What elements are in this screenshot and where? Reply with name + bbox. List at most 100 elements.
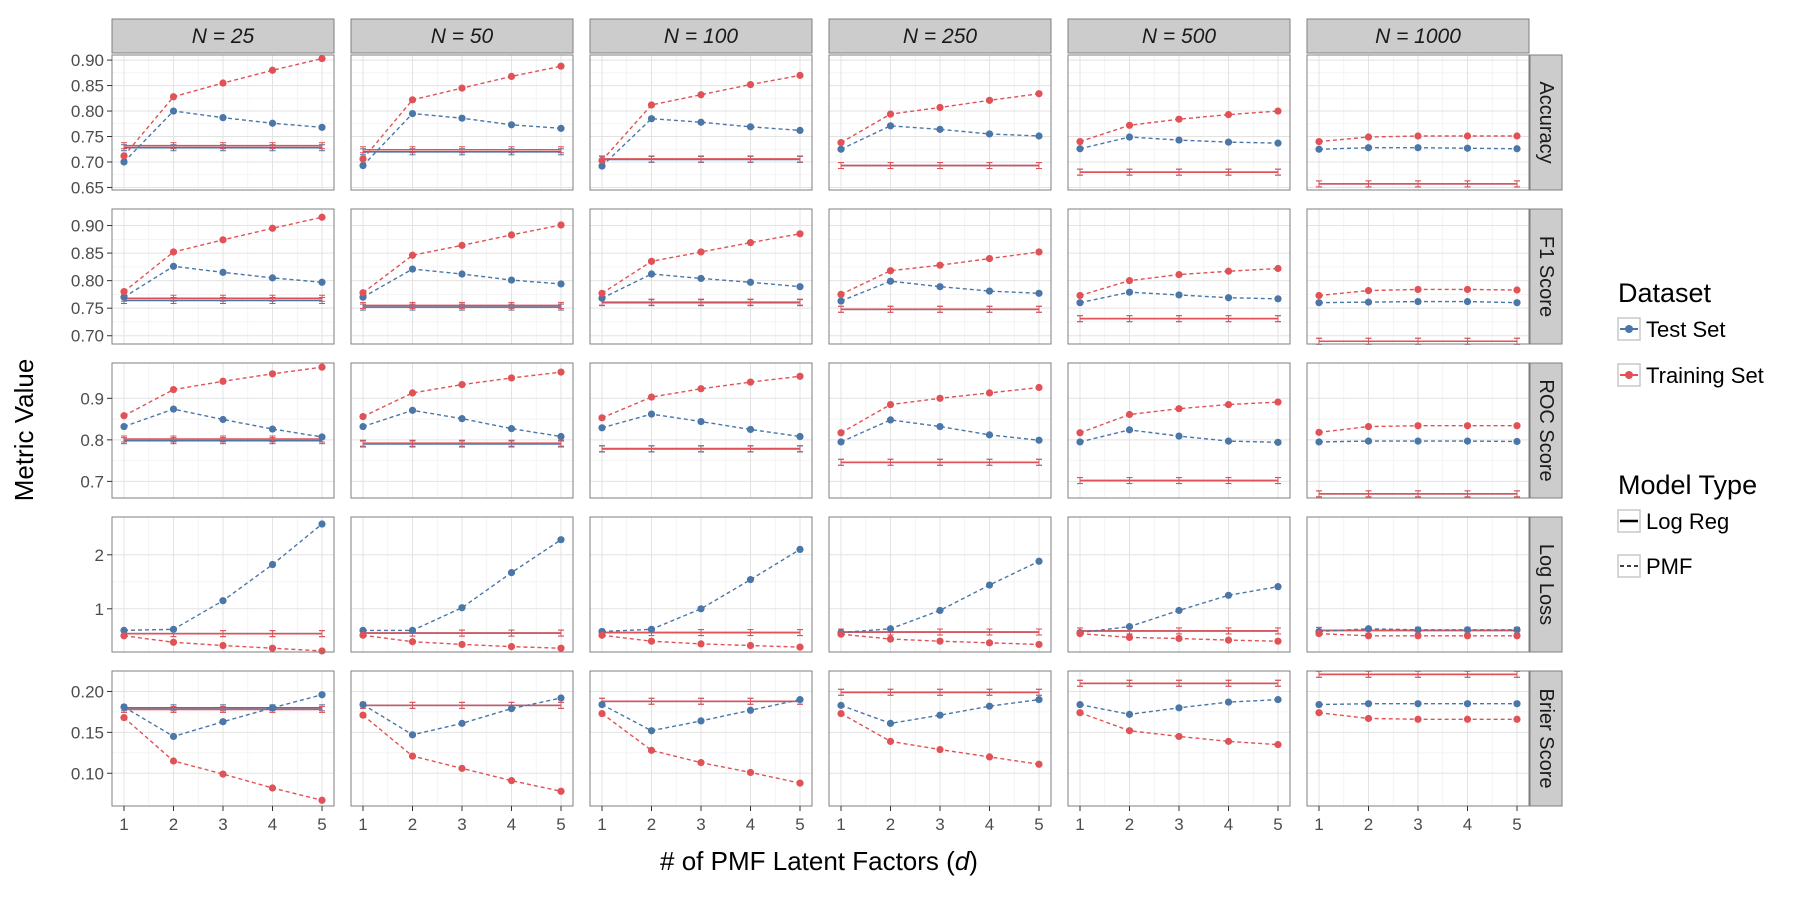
pmf-train-point xyxy=(598,156,606,165)
pmf-test-point xyxy=(557,280,565,288)
x-tick-label: 2 xyxy=(408,815,417,834)
x-tick-label: 5 xyxy=(556,815,565,834)
x-tick-label: 1 xyxy=(597,815,606,834)
pmf-test-point xyxy=(1513,626,1521,634)
pmf-train-point xyxy=(985,254,994,263)
pmf-train-point xyxy=(1274,264,1282,273)
pmf-train-point xyxy=(120,152,128,160)
x-tick-label: 3 xyxy=(1174,815,1183,834)
pmf-train-point xyxy=(1125,410,1134,419)
pmf-train-point xyxy=(697,640,705,648)
pmf-train-point xyxy=(359,412,367,421)
facet-strip-top-label: N = 1000 xyxy=(1375,25,1461,48)
pmf-train-point xyxy=(1035,640,1043,649)
panel-border xyxy=(1067,54,1291,191)
pmf-train-point xyxy=(1224,111,1233,119)
pmf-test-point xyxy=(1175,606,1183,615)
x-tick-label: 3 xyxy=(1413,815,1422,834)
panels-layer xyxy=(111,54,1530,807)
panel xyxy=(1306,362,1530,499)
facet-strips-layer: N = 25 N = 50 N = 100 N = 250 N = 500 N = 100… xyxy=(111,18,1563,807)
x-tick-label: 2 xyxy=(886,815,895,834)
pmf-test-point xyxy=(120,158,128,166)
pmf-test-point xyxy=(746,706,755,714)
pmf-test-point xyxy=(359,161,367,170)
panel-border xyxy=(1306,54,1530,191)
pmf-train-point xyxy=(796,779,804,787)
facet-strip-right xyxy=(1529,208,1563,345)
legend-key-pmf xyxy=(1617,554,1641,578)
pmf-train-point xyxy=(886,635,895,643)
pmf-test-point xyxy=(985,702,994,710)
pmf-train-point xyxy=(1414,632,1422,640)
pmf-train-point xyxy=(507,231,516,239)
pmf-train-point xyxy=(268,370,277,378)
pmf-train-point xyxy=(697,91,705,99)
panel-border xyxy=(828,54,1052,191)
facet-strip-right xyxy=(1529,670,1563,807)
pmf-test-point xyxy=(1315,299,1323,307)
pmf-test-point xyxy=(458,719,466,727)
y-axis-title: Metric Value xyxy=(9,359,39,502)
facet-strip-right xyxy=(1529,54,1563,191)
panel xyxy=(111,362,335,499)
legend-label-test-set: Test Set xyxy=(1646,317,1725,342)
pmf-test-point xyxy=(507,425,516,433)
pmf-test-line xyxy=(123,408,323,438)
panel xyxy=(828,208,1052,345)
x-tick-label: 5 xyxy=(1273,815,1282,834)
pmf-test-point xyxy=(837,701,845,709)
facet-strip-top-label: N = 250 xyxy=(903,25,977,48)
x-tick-label: 2 xyxy=(1125,815,1134,834)
pmf-test-point xyxy=(1035,436,1043,444)
pmf-train-point xyxy=(1224,400,1233,409)
pmf-test-point xyxy=(219,597,227,605)
legend: Dataset Test Set Training Set Model Type… xyxy=(1617,278,1764,579)
pmf-train-point xyxy=(1315,428,1323,436)
x-axis-layer: 1 2 3 4 5 1 2 3 4 5 1 2 3 4 5 1 2 3 4 5 1 2 3 4 5 1 2 3 4 5 xyxy=(119,806,1522,834)
pmf-train-point xyxy=(219,770,227,778)
pmf-test-point xyxy=(1463,700,1472,708)
pmf-train-point xyxy=(985,753,994,761)
pmf-test-point xyxy=(1125,133,1134,141)
pmf-train-point xyxy=(557,644,565,652)
pmf-train-line xyxy=(601,74,801,161)
pmf-train-point xyxy=(318,213,326,221)
x-tick-label: 5 xyxy=(1512,815,1521,834)
pmf-test-point xyxy=(557,536,565,544)
pmf-train-point xyxy=(1463,132,1472,140)
pmf-train-point xyxy=(936,103,944,112)
pmf-test-point xyxy=(268,274,277,282)
pmf-train-point xyxy=(1175,270,1183,279)
pmf-test-point xyxy=(647,410,656,418)
pmf-test-point xyxy=(1125,623,1134,631)
pmf-train-point xyxy=(359,289,367,297)
pmf-test-point xyxy=(507,276,516,284)
pmf-test-point xyxy=(598,700,606,709)
pmf-train-point xyxy=(318,54,326,63)
pmf-train-point xyxy=(1315,138,1323,146)
pmf-train-point xyxy=(507,777,516,785)
pmf-test-point xyxy=(1224,698,1233,706)
pmf-test-point xyxy=(746,123,755,131)
panel-border xyxy=(111,54,335,191)
pmf-test-point xyxy=(219,415,227,424)
legend-dataset-title: Dataset xyxy=(1618,278,1712,308)
pmf-test-point xyxy=(359,700,367,709)
panel-border xyxy=(828,516,1052,653)
pmf-test-point xyxy=(1364,700,1373,708)
pmf-train-point xyxy=(796,372,804,380)
pmf-test-point xyxy=(647,270,656,278)
pmf-train-point xyxy=(1463,422,1472,430)
pmf-test-point xyxy=(169,625,178,633)
pmf-test-point xyxy=(1414,700,1422,708)
y-tick-label: 0.85 xyxy=(71,244,104,263)
pmf-test-line xyxy=(362,409,562,438)
pmf-test-point xyxy=(936,125,944,133)
y-tick-label: 2 xyxy=(95,546,104,565)
x-tick-label: 1 xyxy=(358,815,367,834)
y-tick-label: 0.90 xyxy=(71,51,104,70)
pmf-train-point xyxy=(169,385,178,394)
panel xyxy=(828,670,1052,807)
y-tick-label: 0.65 xyxy=(71,178,104,197)
